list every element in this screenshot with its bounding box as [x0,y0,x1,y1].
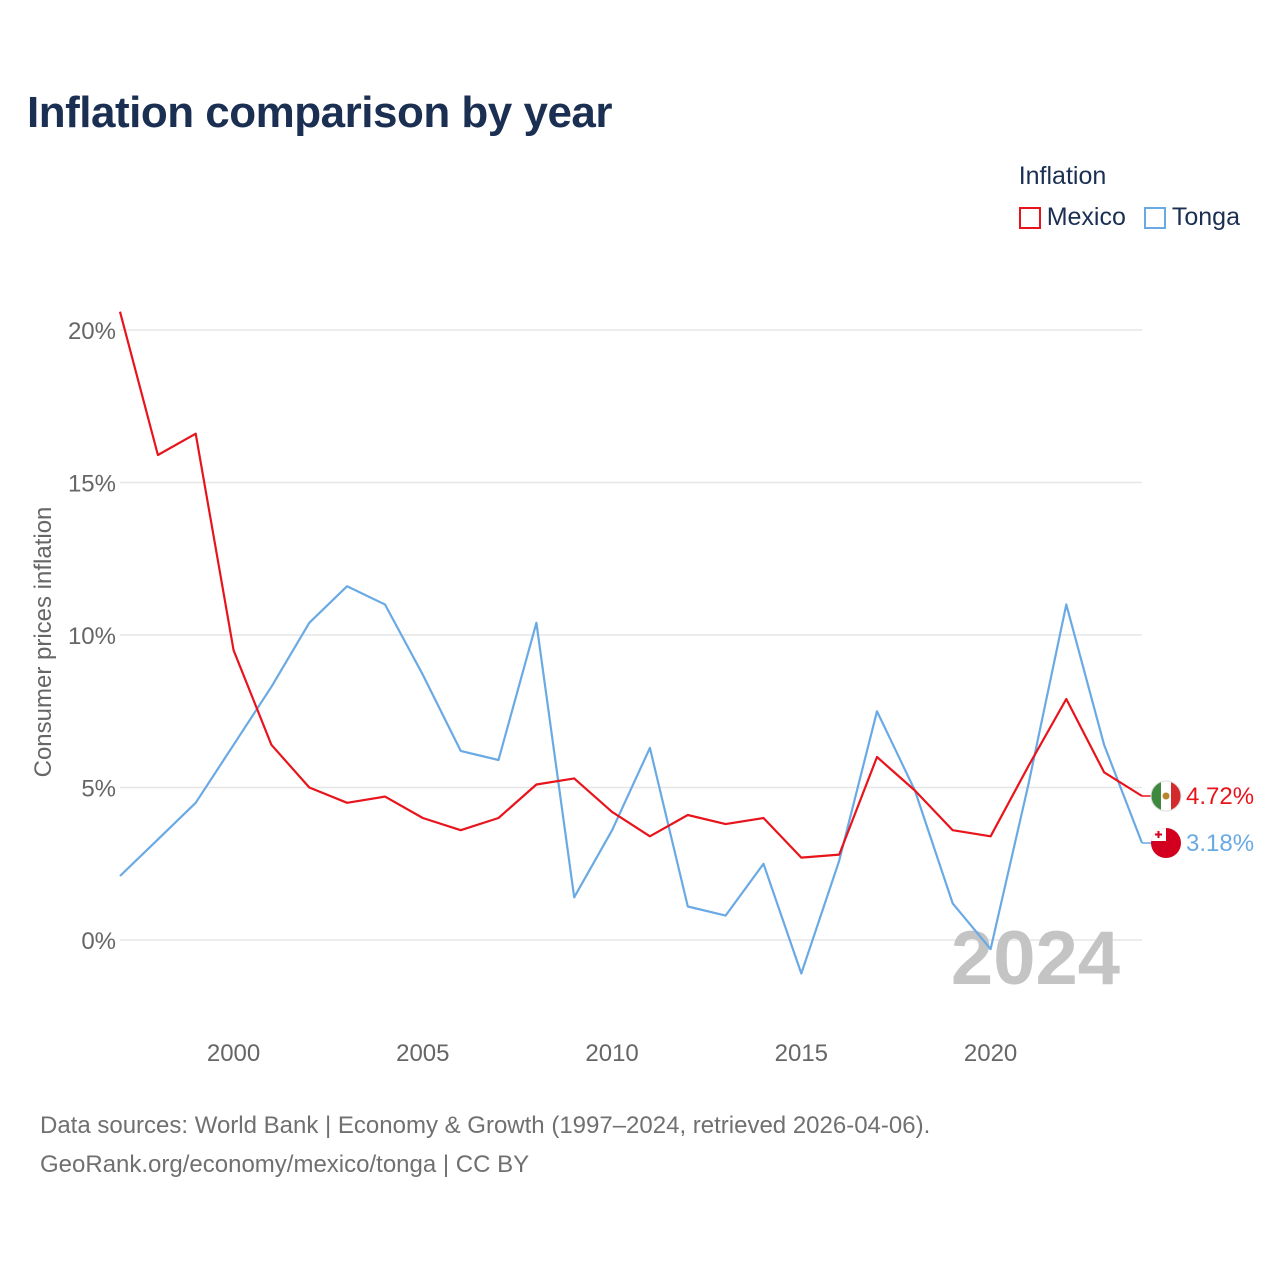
mexico-flag-border [1150,780,1182,812]
x-tick-label: 2010 [585,1040,638,1067]
y-axis-label: Consumer prices inflation [30,507,57,778]
legend-swatch-mexico [1018,206,1041,229]
legend-swatch-tonga [1143,206,1166,229]
chart-title: Inflation comparison by year [27,88,613,137]
line-chart: 0% 5% 10% 15% 20% 2000 2005 2010 2015 2020 Consume… [30,311,1254,1067]
x-tick-label: 2005 [396,1040,449,1067]
y-tick-label: 10% [68,623,116,650]
source-line-2[interactable]: GeoRank.org/economy/mexico/tonga | CC BY [40,1151,530,1178]
series-line-tonga [119,585,1144,975]
mexico-flag-icon [1151,781,1181,811]
tonga-flag-icon [1151,828,1181,858]
legend-item-tonga[interactable]: Tonga [1143,203,1240,232]
source-line-1: Data sources: World Bank | Economy & Gro… [40,1112,931,1139]
x-tick-label: 2000 [207,1040,260,1067]
y-tick-label: 0% [81,928,116,955]
y-tick-label: 20% [68,318,116,345]
x-tick-label: 2015 [775,1040,828,1067]
series-line-mexico [118,311,1143,859]
legend-label-tonga: Tonga [1171,203,1240,231]
legend-label-mexico: Mexico [1046,203,1126,231]
source-note: Data sources: World Bank | Economy & Gro… [40,1106,930,1184]
legend: Inflation Mexico Tonga [1018,162,1240,232]
legend-item-mexico[interactable]: Mexico [1018,203,1126,232]
y-tick-label: 15% [68,471,116,498]
y-tick-label: 5% [81,776,116,803]
legend-title: Inflation [1018,162,1107,190]
end-label-mexico: 4.72% [1186,783,1254,810]
end-label-tonga: 3.18% [1186,830,1254,857]
year-watermark: 2024 [951,916,1120,1001]
x-tick-label: 2020 [964,1040,1017,1067]
